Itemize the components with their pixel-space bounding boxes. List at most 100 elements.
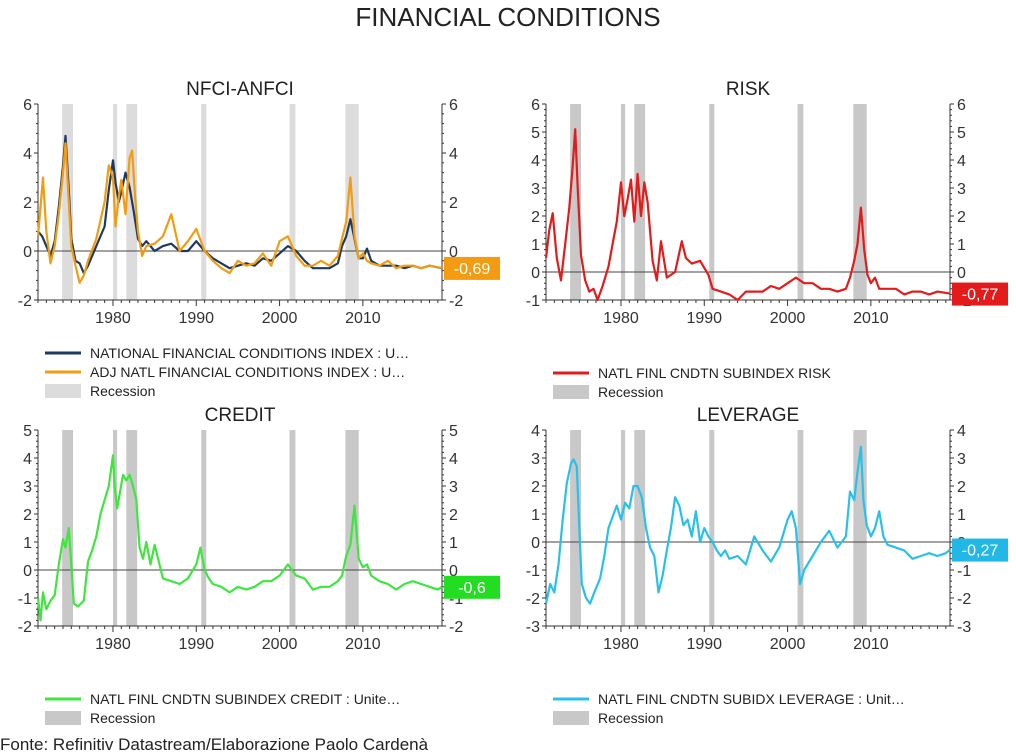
y-tick-label-right: 0 xyxy=(957,265,966,282)
y-tick-label-right: 2 xyxy=(449,507,458,524)
end-value-badge xyxy=(952,282,1008,306)
end-value-badge xyxy=(444,256,500,280)
legend-label: Recession xyxy=(90,710,155,726)
chart-title: CREDIT xyxy=(205,405,276,426)
x-tick-label: 1990 xyxy=(686,310,722,327)
y-tick-label-right: -1 xyxy=(957,563,971,580)
y-tick-label-left: 4 xyxy=(531,153,540,170)
y-tick-label-right: 2 xyxy=(957,479,966,496)
end-value-label: -0,27 xyxy=(962,543,999,560)
recession-band xyxy=(289,104,296,300)
y-tick-label-left: 2 xyxy=(531,209,540,226)
y-tick-label-left: 1 xyxy=(23,535,32,552)
y-tick-label-right: 0 xyxy=(449,244,458,261)
y-tick-label-left: 1 xyxy=(531,237,540,254)
recession-band xyxy=(62,430,73,626)
x-tick-label: 1990 xyxy=(178,310,214,327)
recession-band xyxy=(201,104,207,300)
recession-band xyxy=(201,430,207,626)
y-tick-label-left: 0 xyxy=(531,535,540,552)
y-tick-label-right: -2 xyxy=(449,293,463,310)
series-line xyxy=(544,128,951,302)
y-tick-label-left: 0 xyxy=(23,244,32,261)
y-tick-label-left: 5 xyxy=(531,125,540,142)
x-tick-label: 2000 xyxy=(770,310,806,327)
legend-box-swatch xyxy=(45,384,81,398)
x-tick-label: 2000 xyxy=(262,310,298,327)
y-tick-label-right: 6 xyxy=(957,97,966,114)
end-value-label: -0,69 xyxy=(454,261,491,278)
y-tick-label-left: -1 xyxy=(526,563,540,580)
recession-band xyxy=(62,104,73,300)
y-tick-label-left: 4 xyxy=(23,451,32,468)
end-value-label: -0,6 xyxy=(458,580,486,597)
y-tick-label-right: -2 xyxy=(449,619,463,636)
y-tick-label-right: 4 xyxy=(449,146,458,163)
x-tick-label: 1990 xyxy=(178,636,214,653)
recession-band xyxy=(112,430,118,626)
recession-band xyxy=(797,104,804,300)
x-tick-label: 1990 xyxy=(686,636,722,653)
y-tick-label-left: 6 xyxy=(23,97,32,114)
y-tick-label-left: 3 xyxy=(23,479,32,496)
x-tick-label: 1980 xyxy=(603,310,639,327)
y-tick-label-left: -1 xyxy=(18,591,32,608)
y-tick-label-left: -1 xyxy=(526,293,540,310)
legend-box-swatch xyxy=(45,711,81,725)
x-tick-label: 1980 xyxy=(603,636,639,653)
chart-nfci: NFCI-ANFCI -2 -2 0 0 2 2 4 4 6 6 1980 1990 2000 2010 -0… xyxy=(18,79,500,399)
legend-label: Recession xyxy=(90,383,155,399)
end-value-badge xyxy=(952,538,1008,562)
y-tick-label-right: 1 xyxy=(449,535,458,552)
end-value-badge xyxy=(444,575,500,599)
series-line xyxy=(36,142,443,284)
y-tick-label-right: 6 xyxy=(449,97,458,114)
x-tick-label: 2010 xyxy=(345,310,381,327)
chart-leverage: LEVERAGE-3-3-2-2-1-100112233441980199020… xyxy=(526,405,1008,726)
y-tick-label-right: 5 xyxy=(957,125,966,142)
y-tick-label-left: 4 xyxy=(23,146,32,163)
recession-band xyxy=(570,104,581,300)
y-tick-label-right: 4 xyxy=(449,451,458,468)
y-tick-label-right: 5 xyxy=(449,423,458,440)
y-tick-label-right: 1 xyxy=(957,237,966,254)
legend-label: NATL FINL CNDTN SUBINDEX RISK xyxy=(598,365,832,381)
x-tick-label: 2000 xyxy=(262,636,298,653)
x-tick-label: 1980 xyxy=(95,636,131,653)
x-tick-label: 2010 xyxy=(853,310,889,327)
y-tick-label-left: -3 xyxy=(526,619,540,636)
y-tick-label-left: -2 xyxy=(18,293,32,310)
y-tick-label-left: -2 xyxy=(18,619,32,636)
y-tick-label-right: 3 xyxy=(957,181,966,198)
y-tick-label-left: 3 xyxy=(531,181,540,198)
chart-risk: RISK-1-1001122334455661980199020002010-0… xyxy=(526,79,1008,400)
y-tick-label-left: 4 xyxy=(531,423,540,440)
legend-label: NATL FINL CNDTN SUBIDX LEVERAGE : Unit… xyxy=(598,691,905,707)
legend-box-swatch xyxy=(553,385,589,399)
end-value-label: -0,77 xyxy=(962,287,999,304)
x-tick-label: 2010 xyxy=(345,636,381,653)
recession-band xyxy=(709,430,715,626)
y-tick-label-right: -2 xyxy=(957,591,971,608)
y-tick-label-left: 2 xyxy=(531,479,540,496)
recession-band xyxy=(620,430,626,626)
y-tick-label-left: 6 xyxy=(531,97,540,114)
y-tick-label-left: 3 xyxy=(531,451,540,468)
x-tick-label: 2000 xyxy=(770,636,806,653)
recession-band xyxy=(634,430,646,626)
legend-label: ADJ NATL FINANCIAL CONDITIONS INDEX : U… xyxy=(90,364,405,380)
y-tick-label-right: 3 xyxy=(449,479,458,496)
y-tick-label-right: 2 xyxy=(957,209,966,226)
chart-title: LEVERAGE xyxy=(697,405,799,426)
recession-band xyxy=(126,430,138,626)
y-tick-label-left: 5 xyxy=(23,423,32,440)
legend-label: Recession xyxy=(598,384,663,400)
y-tick-label-left: 0 xyxy=(531,265,540,282)
y-tick-label-right: 0 xyxy=(449,563,458,580)
recession-band xyxy=(709,104,715,300)
x-tick-label: 2010 xyxy=(853,636,889,653)
series-line xyxy=(36,454,443,622)
source-note: Fonte: Refinitiv Datastream/Elaborazione… xyxy=(0,735,429,754)
series-line xyxy=(37,134,443,275)
